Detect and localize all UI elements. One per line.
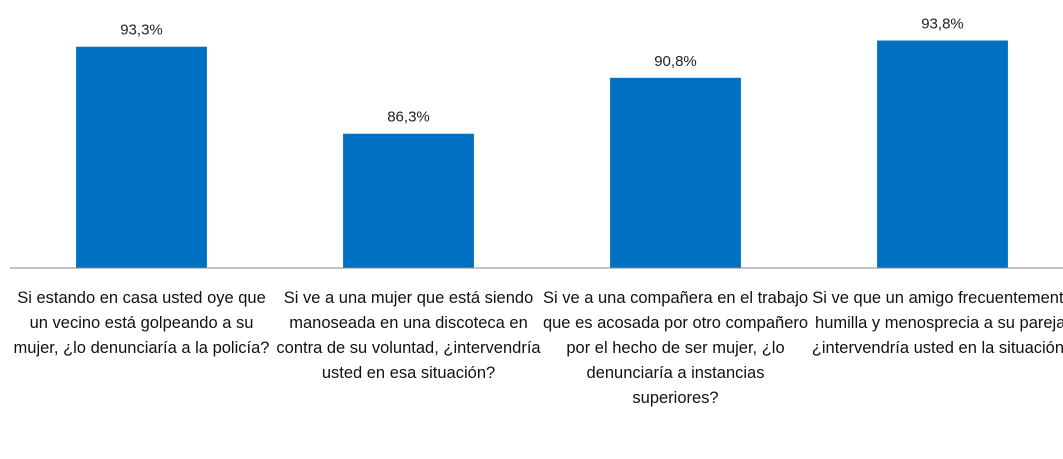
x-tick-label: Si estando en casa usted oye que un veci… — [13, 289, 270, 357]
x-tick-label: Si ve a una compañera en el trabajo que … — [542, 289, 809, 407]
value-label: 93,3% — [120, 22, 163, 39]
x-tick-label: Si ve a una mujer que está siendo manose… — [276, 289, 541, 382]
bar — [343, 133, 474, 268]
value-label: 90,8% — [654, 53, 697, 70]
bar — [76, 46, 207, 269]
value-label: 86,3% — [387, 109, 430, 126]
x-tick-label: Si ve que un amigo frecuentemente humill… — [811, 289, 1063, 357]
bar — [610, 77, 741, 268]
bar — [877, 40, 1008, 268]
value-label: 93,8% — [921, 16, 964, 33]
